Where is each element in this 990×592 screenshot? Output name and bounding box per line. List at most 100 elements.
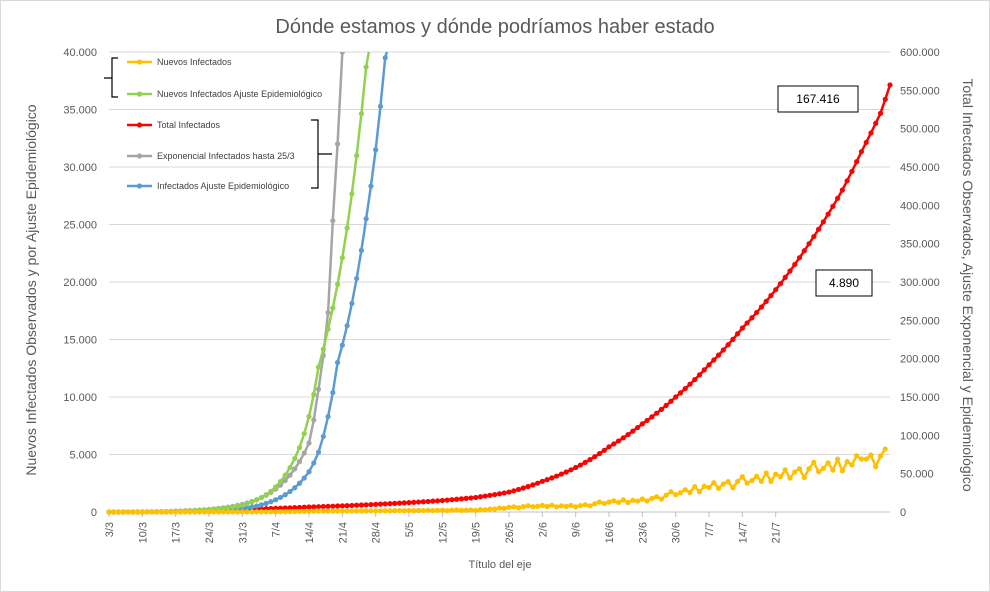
y-right-tick-label: 50.000 <box>900 469 934 481</box>
data-point <box>163 509 169 515</box>
data-point <box>311 504 317 510</box>
data-point <box>311 417 317 423</box>
legend-bracket-right <box>311 119 332 189</box>
x-tick-label: 23/6 <box>637 522 649 543</box>
data-point <box>292 455 298 462</box>
x-tick-label: 7/4 <box>271 522 283 537</box>
data-point <box>830 467 836 473</box>
data-point <box>515 505 522 511</box>
data-point <box>549 502 555 508</box>
data-point <box>787 475 793 481</box>
data-point <box>339 503 345 509</box>
data-point <box>582 502 588 508</box>
data-point <box>515 486 522 493</box>
x-tick-label: 14/4 <box>304 522 316 543</box>
x-tick-label: 17/3 <box>171 522 183 543</box>
data-point <box>287 472 293 478</box>
data-point <box>811 459 817 465</box>
data-point <box>558 471 565 477</box>
data-point <box>234 509 241 515</box>
data-point <box>125 509 131 515</box>
data-point <box>130 509 136 515</box>
data-point <box>839 187 845 193</box>
data-point <box>306 440 312 446</box>
data-point <box>606 499 612 505</box>
data-point <box>563 469 569 475</box>
data-point <box>854 159 860 165</box>
chart-title: Dónde estamos y dónde podríamos haber es… <box>275 16 714 38</box>
data-point <box>182 509 188 515</box>
data-point <box>411 499 417 505</box>
data-point <box>144 509 150 515</box>
data-point <box>749 477 755 484</box>
data-point <box>873 464 879 470</box>
data-point <box>387 501 393 507</box>
data-point <box>244 505 250 511</box>
data-point <box>506 504 512 510</box>
y-right-tick-label: 500.000 <box>900 124 940 136</box>
x-tick-label: 2/6 <box>537 522 549 537</box>
data-point <box>325 413 331 420</box>
data-point <box>192 509 198 515</box>
data-point <box>306 469 312 475</box>
data-point <box>739 474 745 480</box>
data-point <box>592 501 598 507</box>
legend-marker <box>136 59 143 65</box>
data-point <box>344 225 350 231</box>
data-point <box>644 417 650 424</box>
data-point <box>582 459 588 466</box>
x-tick-label: 30/6 <box>671 522 683 543</box>
data-point <box>401 508 407 514</box>
y-right-tick-label: 300.000 <box>900 277 940 289</box>
data-point <box>625 431 631 438</box>
data-point <box>306 508 312 514</box>
data-point <box>544 477 550 483</box>
data-point <box>792 261 798 268</box>
data-point <box>715 352 722 358</box>
data-point <box>663 402 669 409</box>
data-point <box>301 508 307 514</box>
data-point <box>411 508 417 514</box>
data-point <box>830 203 836 209</box>
y-left-tick-label: 35.000 <box>63 105 97 117</box>
data-point <box>777 474 784 480</box>
data-point <box>311 391 317 397</box>
data-point <box>577 462 584 468</box>
data-point <box>325 326 331 332</box>
data-point <box>763 470 769 476</box>
data-point <box>587 457 593 463</box>
data-point <box>863 139 869 146</box>
data-point <box>373 508 379 514</box>
data-point <box>468 495 474 501</box>
data-point <box>330 218 336 224</box>
data-point <box>134 509 141 515</box>
data-point <box>282 492 288 498</box>
x-tick-label: 24/3 <box>204 522 216 543</box>
data-point <box>687 489 693 496</box>
data-point <box>692 376 698 383</box>
legend-bracket-left <box>104 57 118 98</box>
data-point <box>635 498 641 504</box>
data-point <box>568 502 574 509</box>
data-point <box>368 501 374 508</box>
data-point <box>449 507 455 513</box>
data-point <box>854 453 860 459</box>
data-point <box>487 506 493 512</box>
y-left-tick-label: 10.000 <box>63 392 97 404</box>
data-point <box>354 508 360 514</box>
data-point <box>392 500 398 506</box>
data-point <box>258 509 264 515</box>
annotation-label: 167.416 <box>796 92 840 106</box>
data-point <box>382 501 388 507</box>
data-point <box>677 390 684 396</box>
data-point <box>425 507 431 513</box>
data-point <box>287 488 293 495</box>
data-point <box>554 504 560 510</box>
data-point <box>373 147 379 153</box>
data-point <box>454 507 460 513</box>
data-point <box>739 325 745 331</box>
data-point <box>401 500 407 506</box>
data-point <box>268 499 274 505</box>
data-point <box>363 216 369 222</box>
legend-label: Exponencial Infectados hasta 25/3 <box>157 151 295 161</box>
